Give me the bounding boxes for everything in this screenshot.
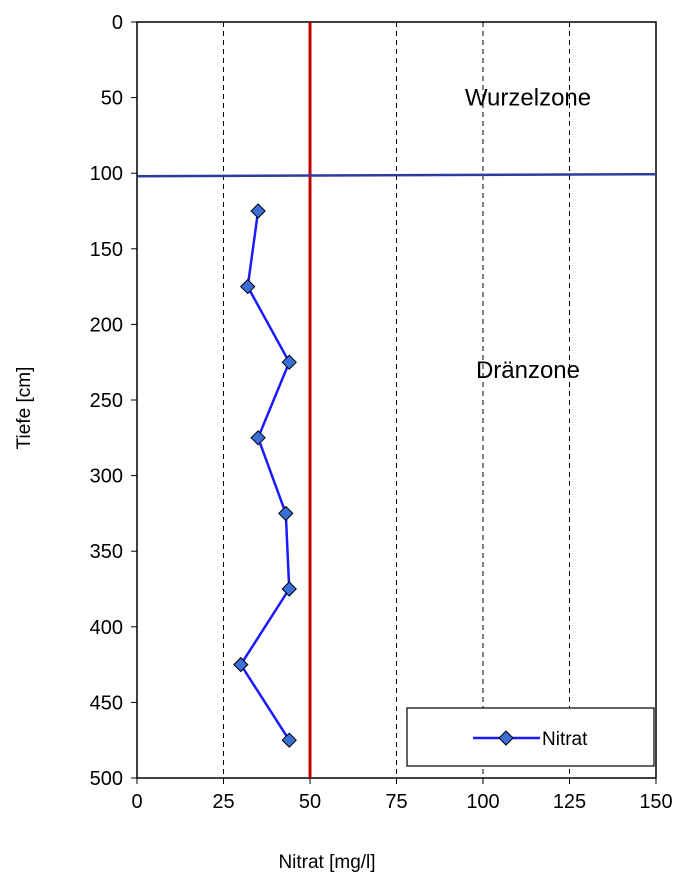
zone-label-drainage: Dränzone <box>476 357 580 384</box>
x-tick-label: 75 <box>385 791 407 813</box>
data-point <box>250 430 266 446</box>
y-tick-label: 500 <box>90 768 123 790</box>
y-axis-title: Tiefe [cm] <box>14 367 35 450</box>
legend-series-label: Nitrat <box>542 729 588 750</box>
y-tick-label: 400 <box>90 617 123 639</box>
zone-label-root: Wurzelzone <box>465 85 591 112</box>
legend: Nitrat <box>406 707 655 767</box>
y-tick-label: 450 <box>90 692 123 714</box>
x-tick-label: 0 <box>131 791 142 813</box>
data-point <box>281 732 297 748</box>
tick-labels: 0 25 50 75 100 125 150 0 50 100 150 200 250 300 350 400… <box>90 12 673 813</box>
y-tick-label: 150 <box>90 239 123 261</box>
data-point <box>240 278 256 295</box>
y-tick-label: 300 <box>90 466 123 488</box>
legend-series-marker <box>498 730 514 746</box>
data-point <box>281 354 297 370</box>
x-tick-label: 125 <box>553 791 586 813</box>
reference-lines <box>136 22 657 778</box>
data-point <box>281 581 297 597</box>
data-point <box>250 203 266 219</box>
x-tick-label: 50 <box>299 791 321 813</box>
annotations: Wurzelzone Dränzone <box>465 85 591 384</box>
series-layer <box>233 203 297 748</box>
y-tick-label: 0 <box>112 12 123 34</box>
x-tick-label: 150 <box>639 791 672 813</box>
data-point <box>233 656 249 673</box>
y-tick-label: 200 <box>90 314 123 336</box>
data-point <box>278 505 294 522</box>
y-tick-label: 50 <box>101 88 123 110</box>
series-line <box>239 210 291 741</box>
x-axis-title: Nitrat [mg/l] <box>278 852 375 873</box>
x-tick-label: 100 <box>466 791 499 813</box>
grid-layer <box>223 22 570 778</box>
y-tick-label: 350 <box>90 541 123 563</box>
x-tick-label: 25 <box>212 791 234 813</box>
y-tick-label: 100 <box>90 163 123 185</box>
y-tick-label: 250 <box>90 390 123 412</box>
zone-boundary-line <box>136 172 657 178</box>
